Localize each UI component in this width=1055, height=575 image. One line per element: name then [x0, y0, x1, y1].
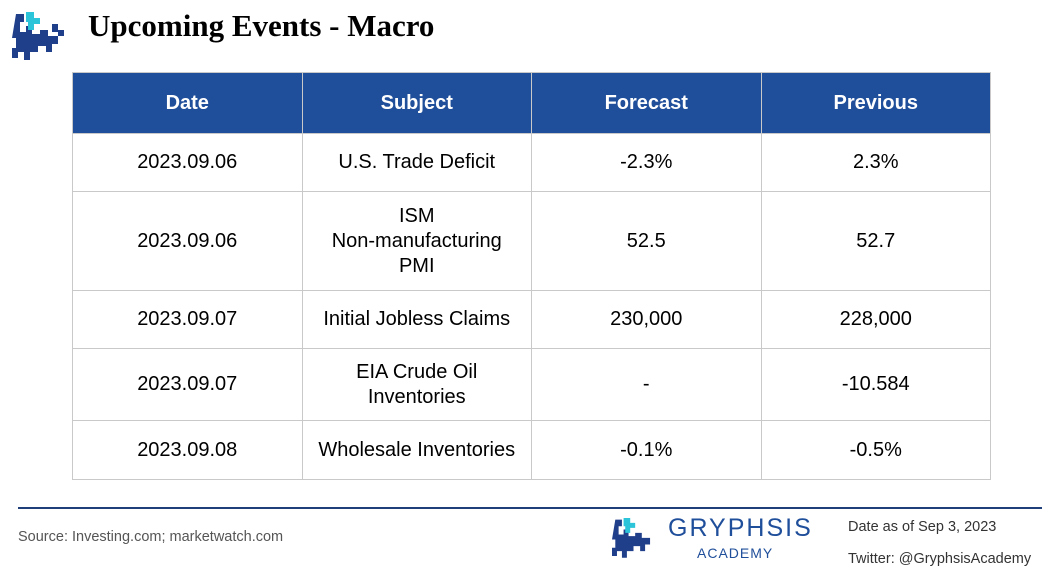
table-cell: 2.3% — [760, 133, 991, 192]
title: Upcoming Events - Macro — [88, 8, 435, 43]
date-note: Date as of Sep 3, 2023 — [848, 519, 997, 535]
header-row: Date Subject Forecast Previous — [72, 72, 991, 134]
column-header: Subject — [301, 72, 532, 134]
column-header: Previous — [760, 72, 991, 134]
twitter-handle: Twitter: @GryphsisAcademy — [848, 551, 1032, 567]
cell-line: Wholesale Inventories — [318, 438, 516, 461]
table-cell: 52.5 — [531, 191, 762, 291]
divider — [18, 507, 1042, 509]
brand-subtitle: ACADEMY — [697, 545, 774, 561]
table-cell: - — [531, 348, 762, 421]
table-row: 2023.09.06 ISM Non-manufacturing PMI 52.5 52.… — [72, 191, 991, 291]
table-cell: -0.5% — [760, 420, 991, 480]
table-row: 2023.09.08 Wholesale Inventories -0.1% -0.5… — [72, 420, 991, 480]
events-table: Date Subject Forecast Previous 2023.09.06 U.… — [72, 72, 991, 480]
cell-line: Initial Jobless Claims — [323, 308, 511, 330]
table-row: 2023.09.07 EIA Crude Oil Inventories - -10.5… — [72, 348, 991, 421]
table-body: 2023.09.06 U.S. Trade Deficit -2.3% 2.3% 202… — [72, 133, 991, 480]
brand-name: GRYPHSIS — [668, 514, 813, 542]
table-cell: Initial Jobless Claims — [301, 290, 532, 349]
table-cell: 52.7 — [760, 191, 991, 291]
table-cell: Wholesale Inventories — [301, 420, 532, 480]
table-cell: -0.1% — [531, 420, 762, 480]
cell-line: ISM — [398, 204, 435, 227]
table-cell: 2023.09.07 — [72, 290, 303, 349]
cell-line: Inventories — [367, 385, 466, 408]
table-cell: -2.3% — [531, 133, 762, 192]
column-header: Forecast — [531, 72, 762, 134]
logo — [12, 12, 64, 60]
table-cell: 2023.09.06 — [72, 133, 303, 192]
table-cell: 2023.09.07 — [72, 348, 303, 421]
table-row: 2023.09.07 Initial Jobless Claims 230,000 2… — [72, 290, 991, 349]
table-cell: -10.584 — [760, 348, 991, 421]
table-cell: 2023.09.08 — [72, 420, 303, 480]
table-cell: 2023.09.06 — [72, 191, 303, 291]
table-cell: EIA Crude Oil Inventories — [301, 348, 532, 421]
column-header: Date — [72, 72, 303, 134]
table-row: 2023.09.06 U.S. Trade Deficit -2.3% 2.3% — [72, 133, 991, 192]
cell-line: PMI — [398, 254, 435, 277]
footer-logo — [612, 517, 651, 558]
cell-line: Non-manufacturing — [331, 229, 502, 252]
table-cell: ISM Non-manufacturing PMI — [301, 191, 532, 291]
cell-line: EIA Crude Oil — [356, 360, 478, 383]
table-cell: 230,000 — [531, 290, 762, 349]
source-note: Source: Investing.com; marketwatch.com — [18, 529, 284, 545]
cell-line: U.S. Trade Deficit — [338, 151, 496, 173]
table-cell: U.S. Trade Deficit — [301, 133, 532, 192]
table-cell: 228,000 — [760, 290, 991, 349]
